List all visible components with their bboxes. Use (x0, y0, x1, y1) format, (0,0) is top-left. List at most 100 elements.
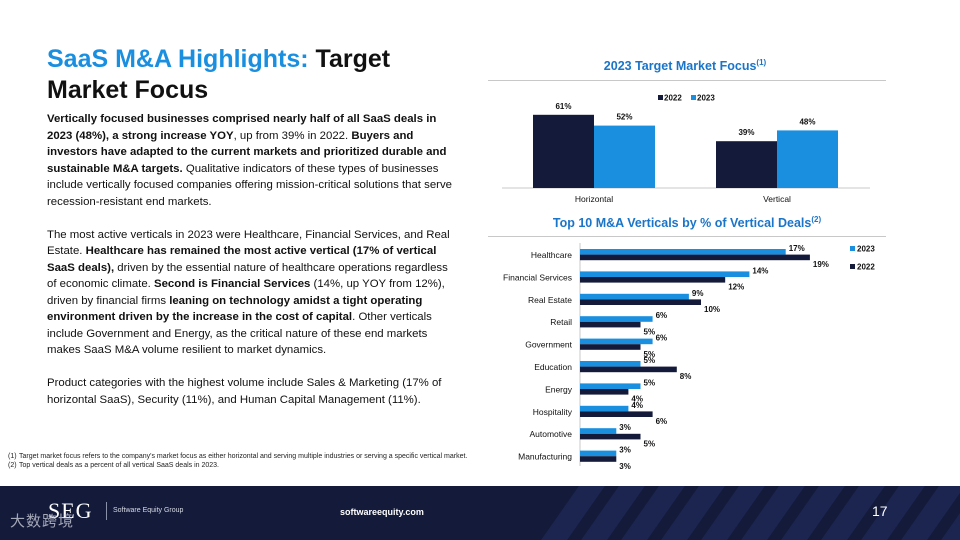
bottom-chart-bar (580, 254, 810, 261)
body-paragraph: The most active verticals in 2023 were H… (47, 227, 457, 359)
bottom-chart-category-label: Education (534, 362, 572, 372)
bottom-chart-bar (580, 316, 653, 322)
footnote: (2) Top vertical deals as a percent of al… (8, 461, 468, 470)
bottom-chart-category-label: Automotive (529, 429, 572, 439)
bottom-chart-category-label: Hospitality (533, 407, 573, 417)
bottom-chart-bar (580, 361, 641, 367)
top-chart-data-label: 52% (616, 113, 632, 122)
body-bold-run: Healthcare has remained the most active … (47, 245, 437, 274)
bottom-chart-bar (580, 428, 617, 434)
bottom-chart-data-label: 3% (619, 423, 631, 432)
bottom-chart-data-label: 12% (728, 283, 744, 292)
body-text: Vertically focused businesses comprised … (47, 111, 457, 425)
bottom-chart-data-label: 6% (656, 311, 668, 320)
body-run: driven by the essential nature of health… (47, 261, 448, 291)
bottom-chart-data-label: 6% (656, 334, 668, 343)
slide-title: SaaS M&A Highlights: Target Market Focus (47, 44, 467, 106)
bottom-chart-data-label: 5% (644, 327, 656, 336)
top-chart-category-label: Vertical (763, 194, 791, 204)
bottom-chart-data-label: 5% (644, 378, 656, 387)
body-bold-run: Buyers and investors have adapted to the… (47, 129, 447, 175)
bottom-chart-legend-swatch (850, 246, 855, 251)
bottom-chart-data-label: 4% (631, 395, 643, 404)
charts-canvas: 61% 52% Horizontal 39% 48% Vertical 2022 2023 He… (502, 94, 875, 471)
bottom-chart-bar (580, 383, 641, 389)
bottom-chart-category-label: Energy (545, 384, 573, 394)
footnote-text: Top vertical deals as a percent of all v… (19, 462, 220, 469)
footnotes: (1) Target market focus refers to the com… (8, 452, 468, 470)
bottom-chart-bar (580, 456, 617, 462)
body-run: Qualitative indicators of these types of… (47, 162, 452, 208)
bottom-chart-category-label: Government (525, 340, 572, 350)
top-chart-data-label: 48% (799, 117, 815, 126)
bottom-chart-legend-label: 2023 (857, 245, 875, 254)
bottom-chart-title: Top 10 M&A Verticals by % of Vertical De… (488, 215, 886, 230)
top-chart-legend-swatch (691, 95, 696, 100)
bottom-chart-bar (580, 433, 641, 440)
body-bold-run: leaning on technology amidst a tight ope… (47, 294, 423, 324)
top-chart-bar (777, 130, 838, 188)
bottom-chart-category-label: Healthcare (531, 250, 572, 260)
bottom-chart-category-label: Retail (550, 317, 572, 327)
bottom-chart-legend-label: 2022 (857, 263, 875, 272)
body-run: , up from 39% in 2022. (233, 129, 352, 142)
top-chart-bar (716, 141, 777, 188)
bottom-chart-data-label: 3% (619, 446, 631, 455)
top-chart-legend-swatch (658, 95, 663, 100)
bottom-chart-data-label: 5% (644, 439, 656, 448)
top-chart-legend-label: 2023 (697, 94, 715, 103)
top-chart-divider (488, 80, 886, 81)
bottom-chart-divider (488, 236, 886, 237)
seg-logo-subtitle: Software Equity Group (113, 507, 184, 514)
website-link[interactable]: softwareequity.com (340, 507, 424, 517)
bottom-chart-data-label: 4% (631, 401, 643, 410)
bottom-chart-bar (580, 249, 786, 255)
body-bold-run: Second is Financial Services (154, 278, 311, 290)
bottom-chart-bar (580, 293, 689, 300)
bottom-chart-bar (580, 344, 641, 350)
logo-separator (106, 502, 107, 520)
bottom-chart-data-label: 5% (644, 356, 656, 365)
bottom-chart-bar (580, 389, 629, 395)
top-chart-data-label: 61% (555, 102, 571, 111)
watermark: 大数跨境 (10, 513, 75, 530)
top-chart-category-label: Horizontal (575, 194, 613, 204)
bottom-chart-bar (580, 271, 750, 277)
bottom-chart-title-text: Top 10 M&A Verticals by % of Vertical De… (552, 216, 812, 231)
top-chart-title-text: 2023 Target Market Focus (603, 59, 757, 74)
bottom-chart-data-label: 19% (813, 260, 829, 269)
bottom-chart-bar (580, 299, 701, 305)
body-bold-run: Vertically focused businesses comprised … (47, 113, 437, 142)
body-paragraph: Vertically focused businesses comprised … (47, 111, 457, 210)
bottom-chart-category-label: Manufacturing (518, 452, 572, 462)
slide-title-rest: Target Market Focus (47, 45, 391, 104)
bottom-chart-bar (580, 338, 653, 345)
top-chart-title-note: (1) (756, 58, 767, 67)
bottom-chart-bar (580, 405, 629, 412)
footnote-number: (2) (8, 462, 17, 469)
body-run: Product categories with the highest volu… (47, 377, 442, 406)
bottom-chart-category-label: Real Estate (528, 295, 572, 305)
bottom-chart-data-label: 9% (692, 289, 704, 298)
footnote-text: Target market focus refers to the compan… (19, 453, 468, 460)
top-chart-legend-label: 2022 (664, 94, 682, 103)
bottom-chart-title-note: (2) (811, 215, 822, 224)
body-run: . Other verticals include Government and… (47, 311, 432, 356)
bottom-chart-bar (580, 277, 726, 283)
top-chart-bar (533, 114, 594, 188)
seg-logo: SEG (48, 498, 93, 523)
bottom-chart-data-label: 14% (752, 266, 768, 275)
slide-title-accent: SaaS M&A Highlights: (47, 45, 309, 73)
bottom-chart-data-label: 3% (619, 462, 631, 471)
page-number: 17 (872, 503, 888, 519)
footnote-number: (1) (8, 453, 17, 460)
footnote: (1) Target market focus refers to the com… (8, 452, 468, 461)
bottom-chart-data-label: 5% (644, 350, 656, 359)
bottom-chart-data-label: 10% (704, 305, 720, 314)
body-run: The most active verticals in 2023 were H… (47, 228, 450, 258)
bottom-chart-bar (580, 411, 653, 417)
footer: SEG Software Equity Group 大数跨境 softwaree… (0, 486, 960, 540)
bottom-chart-bar (580, 321, 641, 328)
body-paragraph: Product categories with the highest volu… (47, 375, 457, 408)
bottom-chart-bar (580, 366, 677, 373)
